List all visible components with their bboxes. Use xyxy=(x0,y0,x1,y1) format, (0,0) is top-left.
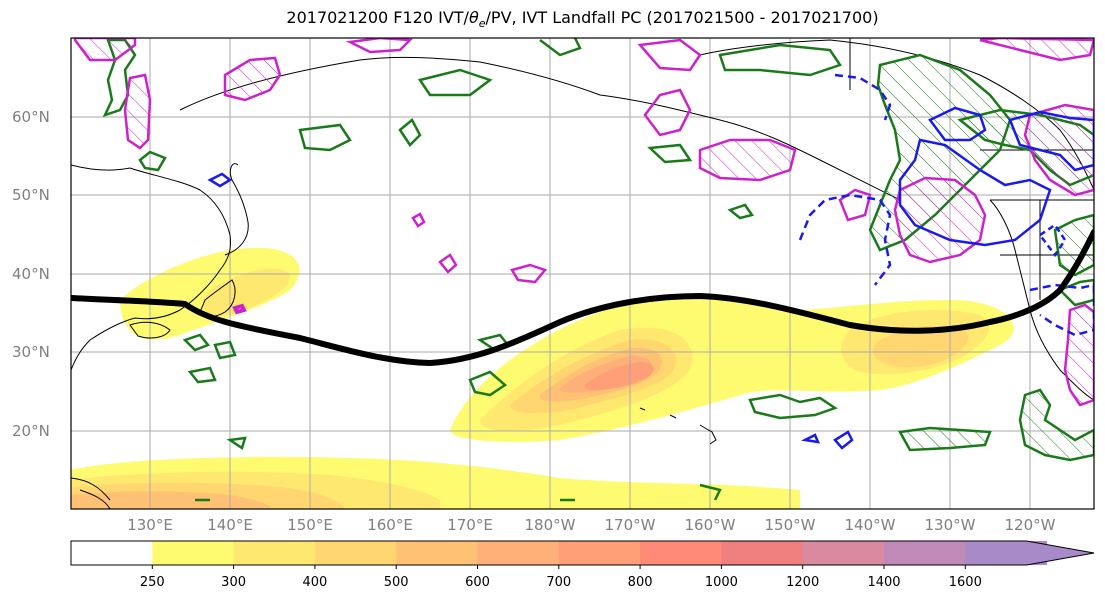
colorbar-tick-label: 500 xyxy=(366,575,426,590)
lat-label-40n: 40°N xyxy=(12,265,62,283)
colorbar-segment xyxy=(152,541,234,565)
lon-label: 150°W xyxy=(750,516,830,534)
lon-label: 130°W xyxy=(910,516,990,534)
lon-label: 150°E xyxy=(270,516,350,534)
lat-label-60n: 60°N xyxy=(12,108,62,126)
lat-label-30n: 30°N xyxy=(12,343,62,361)
colorbar-tick-label: 800 xyxy=(610,575,670,590)
map-canvas xyxy=(0,0,1105,603)
colorbar-segment xyxy=(559,541,641,565)
lon-label: 170°E xyxy=(430,516,510,534)
colorbar-tick-label: 300 xyxy=(204,575,264,590)
colorbar-tick-label: 700 xyxy=(529,575,589,590)
colorbar-segment xyxy=(721,541,803,565)
colorbar-tick-label: 1000 xyxy=(691,575,751,590)
lon-label: 130°E xyxy=(110,516,190,534)
colorbar-segment xyxy=(803,541,885,565)
lat-label-20n: 20°N xyxy=(12,422,62,440)
lat-label-50n: 50°N xyxy=(12,186,62,204)
colorbar-segment xyxy=(884,541,966,565)
colorbar-extend-arrow xyxy=(965,541,1094,565)
colorbar-segment xyxy=(396,541,478,565)
colorbar-segment xyxy=(315,541,397,565)
colorbar-segment xyxy=(234,541,316,565)
colorbar-tick-label: 400 xyxy=(285,575,345,590)
chart-title: 2017021200 F120 IVT/θe/PV, IVT Landfall … xyxy=(0,8,1105,30)
colorbar-tick-label: 1400 xyxy=(854,575,914,590)
colorbar-tick-label: 250 xyxy=(122,575,182,590)
colorbar-tick-label: 1600 xyxy=(935,575,995,590)
ivt-fill xyxy=(71,248,1014,509)
lon-label: 180°W xyxy=(510,516,590,534)
colorbar-segment xyxy=(478,541,560,565)
colorbar-segment xyxy=(71,541,153,565)
colorbar-segment xyxy=(640,541,722,565)
lon-label: 140°W xyxy=(830,516,910,534)
colorbar-tick-label: 1200 xyxy=(773,575,833,590)
lon-label: 160°E xyxy=(350,516,430,534)
colorbar xyxy=(71,541,1094,569)
lon-label: 170°W xyxy=(590,516,670,534)
lon-label: 160°W xyxy=(670,516,750,534)
lon-label: 120°W xyxy=(990,516,1070,534)
lon-label: 140°E xyxy=(190,516,270,534)
colorbar-tick-label: 600 xyxy=(448,575,508,590)
